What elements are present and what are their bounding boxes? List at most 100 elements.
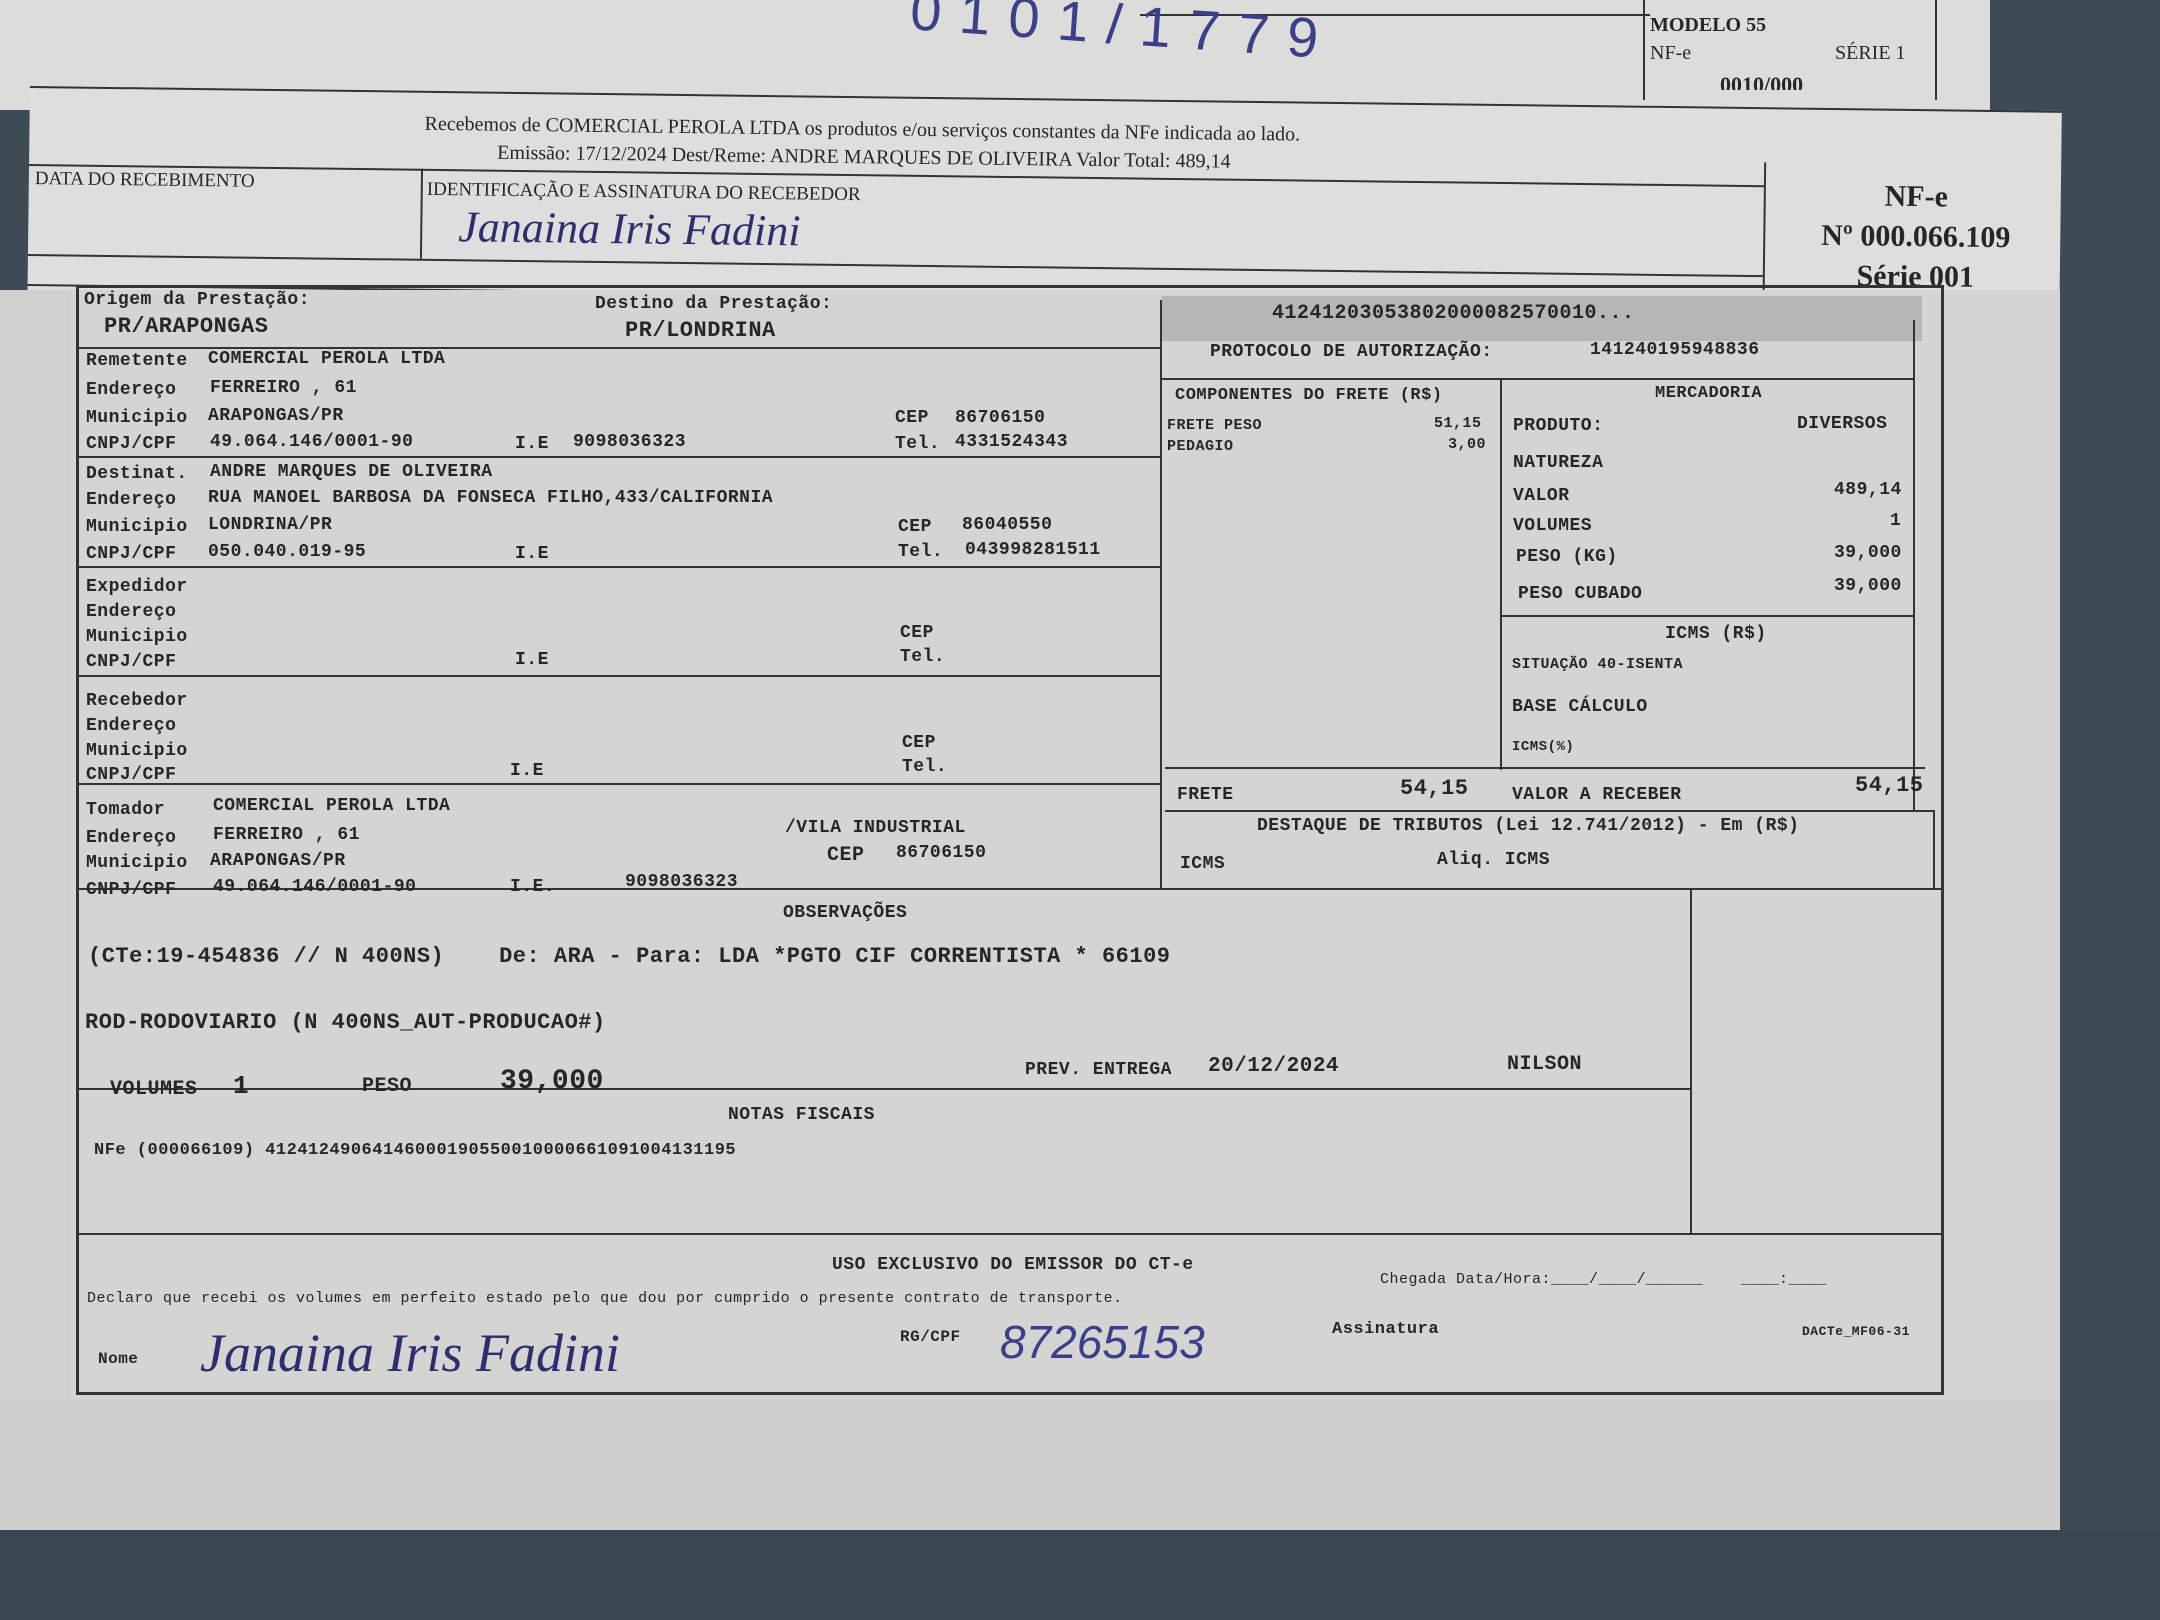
remetente-municipio: ARAPONGAS/PR: [208, 406, 344, 426]
peso-cubado-value: 39,000: [1834, 576, 1902, 596]
valor-receber-label: VALOR A RECEBER: [1512, 785, 1682, 805]
destinatario-tel: 043998281511: [965, 540, 1101, 560]
nfe-line: NFe (000066109) 412412490641460001905500…: [94, 1141, 737, 1160]
componente-label: FRETE PESO: [1167, 417, 1263, 434]
frete-total-value: 54,15: [1400, 776, 1469, 801]
chave-acesso: 41241203053802000082570010...: [1272, 302, 1635, 318]
remetente-label: Remetente: [86, 351, 188, 371]
destinatario-endereco: RUA MANOEL BARBOSA DA FONSECA FILHO,433/…: [208, 488, 774, 508]
divider: [1643, 0, 1645, 100]
base-calculo-label: BASE CÁLCULO: [1512, 697, 1648, 717]
destinatario-municipio: LONDRINA/PR: [208, 515, 333, 535]
cep-label: CEP: [895, 408, 929, 428]
dacte-frame: [76, 285, 1944, 1395]
protocolo-label: PROTOCOLO DE AUTORIZAÇÃO:: [1210, 342, 1493, 362]
tomador-label: Tomador: [86, 800, 166, 820]
cnpj-label: CNPJ/CPF: [86, 434, 177, 454]
tomador-bairro: /VILA INDUSTRIAL: [785, 818, 966, 838]
ie-label: I.E: [510, 761, 544, 781]
remetente-name: COMERCIAL PEROLA LTDA: [208, 349, 446, 369]
tomador-cnpj: 49.064.146/0001-90: [213, 877, 417, 897]
componente-value: 51,15: [1434, 415, 1482, 432]
peso-value: 39,000: [1834, 543, 1902, 563]
tomador-cep: 86706150: [896, 843, 987, 863]
cep-label: CEP: [827, 844, 865, 867]
dacte-document: [70, 290, 2060, 1620]
tributos-title: DESTAQUE DE TRIBUTOS (Lei 12.741/2012) -…: [1257, 816, 1800, 836]
nfe-title: NF-e: [1884, 179, 1949, 214]
motorista-name: NILSON: [1507, 1053, 1583, 1076]
protocolo-value: 141240195948836: [1590, 340, 1760, 360]
nome-signature: Janaina Iris Fadini: [200, 1323, 620, 1383]
cnpj-label: CNPJ/CPF: [86, 765, 177, 785]
chegada-data-hora[interactable]: Chegada Data/Hora:____/____/______ ____:…: [1380, 1271, 1827, 1288]
obs-volumes-label: VOLUMES: [110, 1078, 198, 1101]
endereco-label: Endereço: [86, 716, 177, 736]
nfe-label: NF-e: [1650, 42, 1692, 64]
ie-label: I.E: [515, 544, 549, 564]
destinatario-name: ANDRE MARQUES DE OLIVEIRA: [210, 462, 493, 482]
nfe-box: NF-e Nº 000.066.109 Série 001: [1768, 175, 2064, 299]
nfe-number: Nº 000.066.109: [1821, 218, 2011, 255]
partial-number: 0010/000: [1720, 72, 1804, 90]
valor-value: 489,14: [1834, 480, 1902, 500]
dacte-version: DACTe_MF06-31: [1802, 1324, 1910, 1339]
componente-label: PEDAGIO: [1167, 438, 1234, 455]
componente-value: 3,00: [1448, 436, 1487, 453]
endereco-label: Endereço: [86, 380, 177, 400]
rg-cpf-label: RG/CPF: [900, 1328, 961, 1346]
tomador-name: COMERCIAL PEROLA LTDA: [213, 796, 451, 816]
destinatario-cep: 86040550: [962, 515, 1053, 535]
observacoes-title: OBSERVAÇÕES: [783, 903, 908, 923]
tributos-icms: ICMS: [1180, 854, 1226, 874]
prev-entrega-value: 20/12/2024: [1208, 1055, 1340, 1078]
origem-value: PR/ARAPONGAS: [104, 314, 269, 339]
endereco-label: Endereço: [86, 602, 177, 622]
peso-cubado-label: PESO CUBADO: [1518, 584, 1643, 604]
serie-label: SÉRIE 1: [1835, 42, 1906, 64]
destino-label: Destino da Prestação:: [595, 294, 833, 314]
cnpj-label: CNPJ/CPF: [86, 544, 177, 564]
remetente-endereco: FERREIRO , 61: [210, 378, 357, 398]
componentes-title: COMPONENTES DO FRETE (R$): [1175, 386, 1443, 405]
cep-label: CEP: [900, 623, 934, 643]
destinatario-cpf: 050.040.019-95: [208, 542, 367, 562]
assinatura-label: Assinatura: [1332, 1320, 1440, 1339]
valor-label: VALOR: [1513, 486, 1570, 506]
tomador-ie: 9098036323: [625, 872, 739, 892]
modelo-label: MODELO 55: [1650, 14, 1767, 36]
remetente-ie: 9098036323: [573, 432, 687, 452]
observacoes-line-2: ROD-RODOVIARIO (N 400NS_AUT-PRODUCAO#): [85, 1010, 606, 1035]
ie-label: I.E: [515, 434, 549, 454]
uso-title: USO EXCLUSIVO DO EMISSOR DO CT-e: [832, 1255, 1194, 1275]
municipio-label: Municipio: [86, 853, 188, 873]
tel-label: Tel.: [895, 434, 941, 454]
tel-label: Tel.: [902, 757, 948, 777]
mercadoria-title: MERCADORIA: [1655, 384, 1763, 403]
endereco-label: Endereço: [86, 828, 177, 848]
frete-total-label: FRETE: [1177, 785, 1234, 805]
municipio-label: Municipio: [86, 408, 188, 428]
receipt-line-2: Emissão: 17/12/2024 Dest/Reme: ANDRE MAR…: [497, 141, 1231, 173]
tributos-aliq: Aliq. ICMS: [1437, 850, 1551, 870]
destinatario-label: Destinat.: [86, 464, 188, 484]
ie-label: I.E: [515, 650, 549, 670]
recebedor-label: Recebedor: [86, 691, 188, 711]
date-received-label: DATA DO RECEBIMENTO: [34, 168, 255, 192]
ie-label: I.E.: [510, 877, 556, 897]
icms-situacao: SITUAÇÃO 40-ISENTA: [1512, 656, 1684, 673]
produto-label: PRODUTO:: [1513, 416, 1604, 436]
tel-label: Tel.: [898, 542, 944, 562]
obs-peso-value: 39,000: [500, 1066, 604, 1097]
remetente-cnpj: 49.064.146/0001-90: [210, 432, 414, 452]
remetente-tel: 4331524343: [955, 432, 1069, 452]
declaro-text: Declaro que recebi os volumes em perfeit…: [87, 1290, 1123, 1307]
divider: [1935, 0, 1937, 100]
observacoes-line-1: (CTe:19-454836 // N 400NS) De: ARA - Par…: [88, 944, 1171, 969]
peso-label: PESO (KG): [1516, 547, 1618, 567]
produto-value: DIVERSOS: [1797, 414, 1888, 434]
obs-peso-label: PESO: [362, 1075, 413, 1098]
cnpj-label: CNPJ/CPF: [86, 880, 177, 900]
tomador-endereco: FERREIRO , 61: [213, 825, 360, 845]
obs-volumes-value: 1: [233, 1071, 250, 1101]
